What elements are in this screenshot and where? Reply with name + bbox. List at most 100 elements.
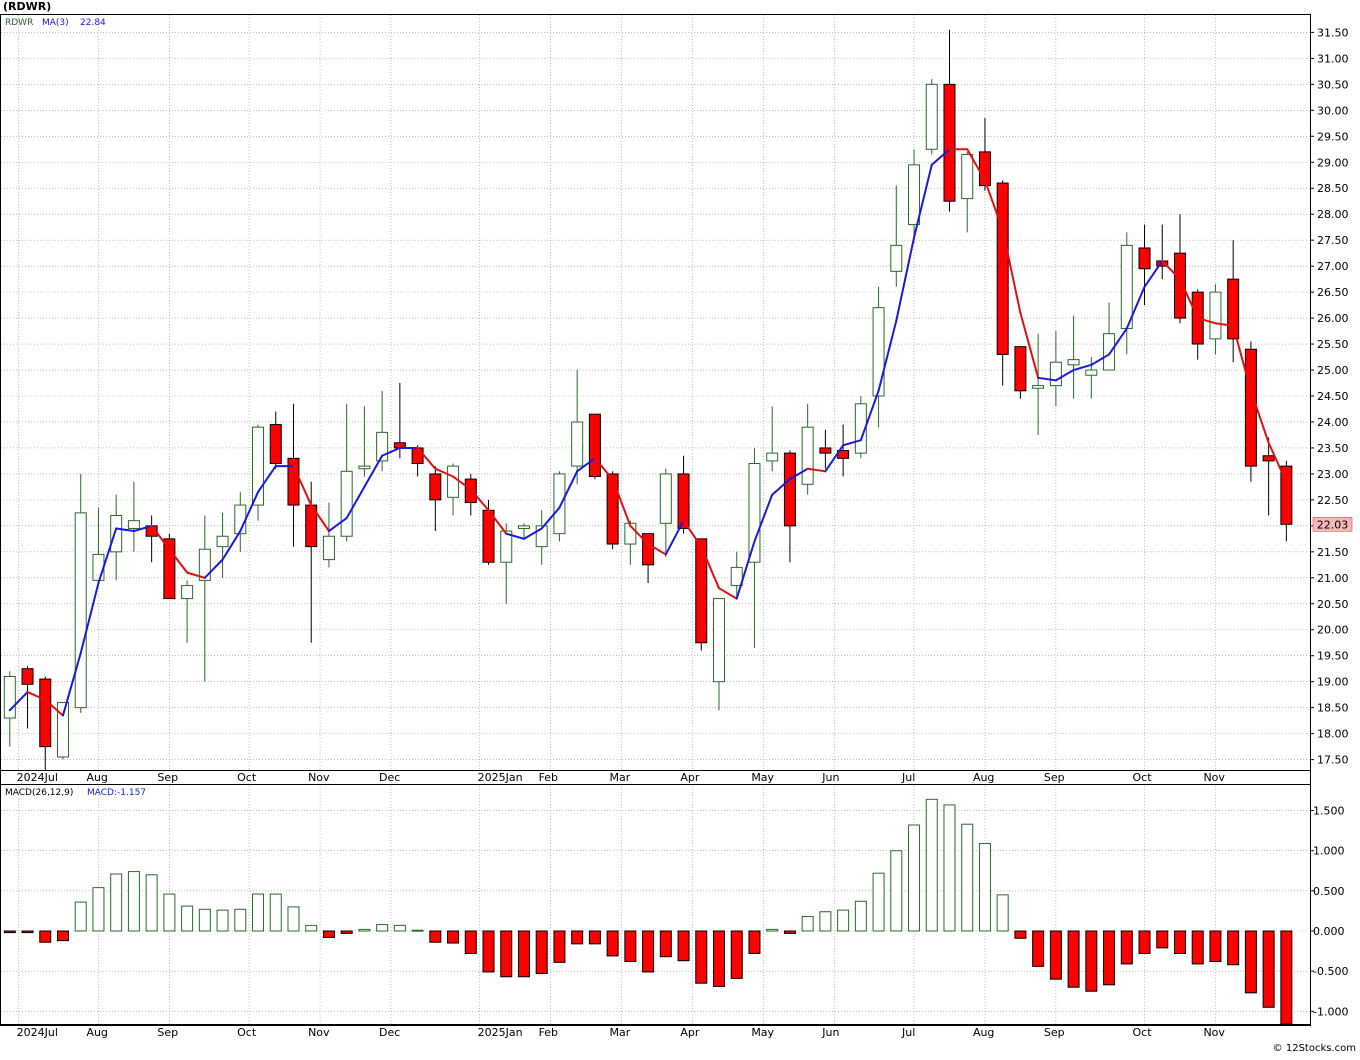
macd-bar [500,930,513,978]
credit-text: © 12Stocks.com [1273,1043,1356,1054]
candle-body [659,473,672,524]
y-tick-label: 18.00 [1317,728,1349,741]
ma-segment [345,485,366,520]
legend-ma-label: MA(3) [42,18,69,28]
candle-body [1067,359,1080,366]
down-candle [1280,460,1293,542]
y-tick-label: 25.50 [1317,338,1349,351]
y-tick-label: 30.50 [1317,78,1349,91]
ma-segment [1267,441,1288,484]
x-tick-label: Jun [821,1026,839,1039]
macd-bar [234,908,247,932]
up-candle [74,473,87,713]
down-candle [996,180,1009,386]
ma-segment [593,457,614,481]
x-tick-label: Oct [237,771,257,784]
candle-body [713,598,725,683]
ma-segment [1161,259,1181,281]
down-candle [783,450,796,563]
x-tick-label: Aug [86,1026,107,1039]
candle-body [1173,252,1186,319]
macd-bar [1173,930,1186,954]
macd-bar [56,930,69,942]
candle-body [1103,333,1116,371]
ma-segment [452,475,472,491]
macd-bar [996,894,1009,932]
ma-segment [664,519,685,556]
candle-body [358,465,371,470]
candle-body [322,535,335,561]
candle-body [553,473,566,535]
macd-bar [1227,930,1240,966]
candle-body [110,514,123,553]
x-tick-label: Nov [308,771,330,784]
ma-segment [966,148,986,182]
macd-bar [447,930,460,944]
ma-segment [877,319,898,392]
up-candle [252,424,265,521]
x-tick-label: Apr [680,771,700,784]
ma-segment [1249,389,1270,444]
up-candle [854,396,867,459]
up-candle [872,286,885,428]
x-tick-label: Apr [680,1026,700,1039]
down-candle [21,666,34,729]
x-tick-label: Mar [609,1026,630,1039]
down-candle [145,515,158,563]
macd-bar [305,924,318,932]
up-candle [181,580,194,643]
macd-bar [854,900,867,932]
candle-body [39,678,52,748]
x-tick-label: Sep [157,771,178,784]
candle-body [1227,278,1240,340]
ma-segment [735,540,756,600]
macd-bar [411,929,424,932]
up-candle [535,510,548,565]
macd-bar [1120,930,1133,965]
candle-body [1244,348,1257,467]
up-candle [1032,333,1045,435]
candle-body [21,668,34,685]
up-candle [1120,232,1133,355]
ma-segment [718,587,738,600]
x-tick-label: Sep [1044,771,1065,784]
macd-bar [642,930,655,973]
macd-bar [1067,930,1080,988]
y-tick-label: 31.00 [1317,52,1349,65]
candle-body [411,447,424,465]
y-tick-label: 31.50 [1317,26,1349,39]
candle-body [517,525,530,529]
y-tick-label: 0.000 [1313,925,1345,938]
macd-bar [908,824,921,932]
x-tick-label: May [751,771,774,784]
candle-body [1049,361,1062,387]
ma-segment [44,698,64,717]
y-tick-label: 1.500 [1313,805,1345,818]
macd-bar [393,924,406,932]
macd-bar [748,930,761,954]
ma-segment [26,691,47,701]
ma-segment [1019,311,1040,379]
ma-segment [558,470,579,509]
macd-bar [92,887,105,932]
macd-bar [1014,930,1027,939]
ma-segment [753,493,774,543]
up-candle [730,551,743,599]
macd-bar [890,850,903,932]
macd-bar [429,930,442,943]
candle-body [819,447,832,454]
up-candle [748,447,761,648]
ma-segment [522,527,543,540]
price-x-axis: 2024Jul Aug Sep Oct Nov Dec 2025Jan Feb Mar Apr Ma… [0,770,1310,784]
macd-bar [961,823,974,932]
up-candle [127,481,140,552]
macd-bar [713,930,725,987]
candle-body [1209,291,1222,340]
candle-body [908,164,921,226]
down-candle [588,413,601,480]
up-candle [500,523,513,604]
ma-segment [1001,228,1022,314]
macd-bar [127,871,140,932]
